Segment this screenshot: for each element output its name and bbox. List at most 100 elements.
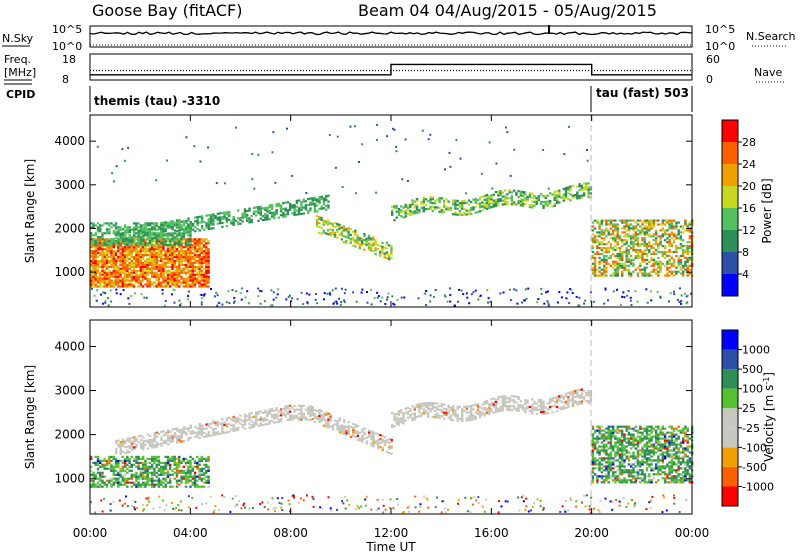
- power-cell: [144, 224, 147, 227]
- power-cell: [184, 283, 188, 286]
- power-cell: [110, 257, 113, 261]
- power-cell: [376, 138, 378, 141]
- velocity-cell: [155, 479, 158, 482]
- velocity-cell: [101, 475, 104, 478]
- power-cell: [302, 303, 305, 305]
- power-cell: [196, 259, 199, 263]
- power-cell: [169, 243, 172, 247]
- power-cell: [110, 281, 113, 284]
- velocity-cell: [153, 459, 156, 462]
- power-cell: [646, 301, 649, 304]
- power-cell: [343, 299, 346, 302]
- power-cell: [189, 263, 192, 266]
- power-cell: [108, 281, 111, 284]
- power-cell: [558, 191, 561, 194]
- power-cell: [291, 212, 294, 215]
- power-cell: [564, 191, 568, 194]
- velocity-cell: [420, 414, 423, 417]
- power-cell: [616, 227, 619, 230]
- power-cell: [105, 273, 109, 276]
- power-cell: [157, 243, 161, 247]
- power-cell: [402, 216, 405, 219]
- velocity-cell: [540, 398, 543, 402]
- power-cell: [632, 229, 635, 232]
- velocity-cell: [200, 455, 203, 458]
- power-cell: [171, 255, 174, 259]
- power-cell: [358, 239, 361, 242]
- velocity-cell: [130, 442, 134, 445]
- power-cell: [202, 250, 206, 253]
- power-cell: [659, 239, 662, 242]
- power-cell: [173, 221, 177, 224]
- power-cell: [175, 242, 179, 245]
- power-cell: [618, 247, 622, 250]
- power-cell: [205, 252, 208, 255]
- power-cell: [593, 219, 597, 222]
- velocity-cell: [379, 434, 382, 437]
- power-cell: [682, 264, 685, 267]
- power-cell: [413, 210, 416, 213]
- power-cell: [248, 219, 251, 222]
- power-cell: [327, 221, 330, 224]
- power-cell: [632, 258, 635, 261]
- freq-frame: [89, 53, 693, 81]
- power-cell: [103, 222, 106, 225]
- power-cell: [609, 245, 613, 248]
- power-cell: [636, 266, 640, 269]
- power-cell: [92, 240, 95, 243]
- power-cell: [153, 254, 156, 257]
- power-cell: [415, 199, 419, 203]
- power-cell: [205, 271, 208, 274]
- power-cell: [621, 241, 624, 244]
- velocity-cell: [343, 421, 346, 424]
- power-cell: [101, 267, 104, 270]
- velocity-cell: [169, 473, 172, 476]
- velocity-cell: [542, 402, 545, 405]
- power-cell: [636, 239, 640, 242]
- station-title: Goose Bay (fitACF): [92, 1, 242, 20]
- power-cell: [114, 279, 118, 282]
- power-cell: [205, 273, 208, 276]
- power-cell: [641, 272, 644, 275]
- velocity-cell: [433, 414, 437, 417]
- power-cell: [479, 206, 482, 209]
- power-cell: [128, 242, 131, 245]
- power-cell: [513, 148, 516, 151]
- velocity-cell: [508, 401, 511, 404]
- velocity-cell: [137, 457, 140, 460]
- power-cell: [679, 287, 681, 290]
- velocity-cell: [182, 469, 185, 472]
- power-cell: [178, 259, 181, 263]
- power-cell: [180, 240, 183, 243]
- power-cell: [164, 263, 167, 266]
- power-cell: [139, 254, 143, 257]
- power-cell: [274, 181, 277, 184]
- velocity-cell: [117, 445, 120, 448]
- power-cell: [607, 256, 610, 259]
- power-cell: [679, 268, 683, 271]
- power-cell: [429, 196, 432, 199]
- power-cell: [130, 261, 133, 264]
- power-cell: [593, 258, 597, 261]
- velocity-cell: [318, 412, 321, 415]
- velocity-cell: [187, 465, 190, 468]
- velocity-cell: [178, 438, 181, 442]
- power-cell: [253, 187, 256, 190]
- power-cell: [162, 240, 165, 243]
- velocity-cell: [200, 426, 204, 429]
- power-cell: [643, 219, 646, 222]
- velocity-cell: [115, 441, 118, 445]
- power-cell: [591, 241, 595, 244]
- velocity-cell: [309, 405, 312, 408]
- power-cell: [155, 222, 159, 225]
- velocity-cell: [155, 445, 159, 448]
- power-cell: [392, 302, 395, 305]
- power-cell: [155, 273, 158, 276]
- power-cell: [277, 204, 280, 207]
- power-cell: [686, 252, 689, 256]
- power-cell: [603, 219, 606, 222]
- power-cell: [340, 230, 343, 233]
- power-cell: [600, 258, 604, 261]
- velocity-cell: [193, 479, 197, 482]
- power-cell: [614, 235, 617, 238]
